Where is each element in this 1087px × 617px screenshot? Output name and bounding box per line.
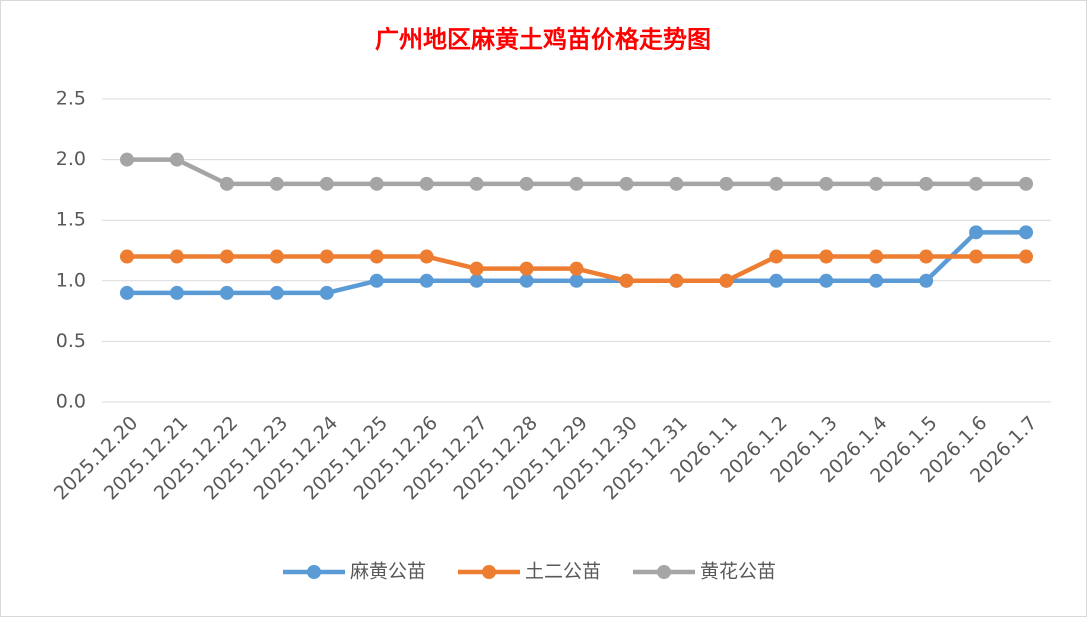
data-point	[119, 249, 134, 264]
data-point	[469, 273, 484, 288]
data-point	[369, 249, 384, 264]
data-point	[1019, 176, 1034, 191]
data-point	[169, 249, 184, 264]
data-point	[419, 176, 434, 191]
data-point	[769, 249, 784, 264]
data-point	[619, 273, 634, 288]
legend-marker	[482, 565, 496, 579]
data-point	[519, 261, 534, 276]
legend-marker	[307, 565, 321, 579]
data-point	[969, 249, 984, 264]
data-point	[869, 273, 884, 288]
y-tick-label: 1.5	[56, 209, 86, 231]
data-point	[1019, 249, 1034, 264]
data-point	[669, 273, 684, 288]
data-point	[819, 249, 834, 264]
data-point	[269, 285, 284, 300]
chart-title: 广州地区麻黄土鸡苗价格走势图	[375, 26, 711, 54]
data-point	[769, 273, 784, 288]
data-point	[219, 176, 234, 191]
legend-label: 黄花公苗	[700, 561, 776, 583]
data-point	[619, 176, 634, 191]
data-point	[919, 249, 934, 264]
y-tick-label: 0.5	[56, 330, 86, 352]
y-tick-label: 2.0	[56, 148, 86, 170]
data-point	[219, 249, 234, 264]
data-point	[219, 285, 234, 300]
data-point	[569, 261, 584, 276]
data-point	[169, 285, 184, 300]
data-point	[319, 176, 334, 191]
data-point	[519, 176, 534, 191]
data-point	[369, 176, 384, 191]
data-point	[669, 176, 684, 191]
data-point	[769, 176, 784, 191]
data-point	[869, 176, 884, 191]
data-point	[119, 152, 134, 167]
y-tick-label: 2.5	[56, 88, 86, 110]
y-tick-label: 1.0	[56, 269, 86, 291]
legend-marker	[657, 565, 671, 579]
data-point	[319, 249, 334, 264]
data-point	[719, 273, 734, 288]
data-point	[519, 273, 534, 288]
data-point	[719, 176, 734, 191]
data-point	[369, 273, 384, 288]
data-point	[319, 285, 334, 300]
data-point	[469, 261, 484, 276]
data-point	[469, 176, 484, 191]
data-point	[569, 176, 584, 191]
data-point	[969, 225, 984, 240]
data-point	[419, 273, 434, 288]
data-point	[869, 249, 884, 264]
data-point	[969, 176, 984, 191]
data-point	[919, 176, 934, 191]
data-point	[169, 152, 184, 167]
data-point	[119, 285, 134, 300]
data-point	[1019, 225, 1034, 240]
y-tick-label: 0.0	[56, 391, 86, 413]
data-point	[269, 249, 284, 264]
data-point	[819, 176, 834, 191]
data-point	[569, 273, 584, 288]
data-point	[269, 176, 284, 191]
data-point	[419, 249, 434, 264]
legend-label: 麻黄公苗	[350, 561, 426, 583]
data-point	[819, 273, 834, 288]
legend-label: 土二公苗	[525, 561, 601, 583]
data-point	[919, 273, 934, 288]
